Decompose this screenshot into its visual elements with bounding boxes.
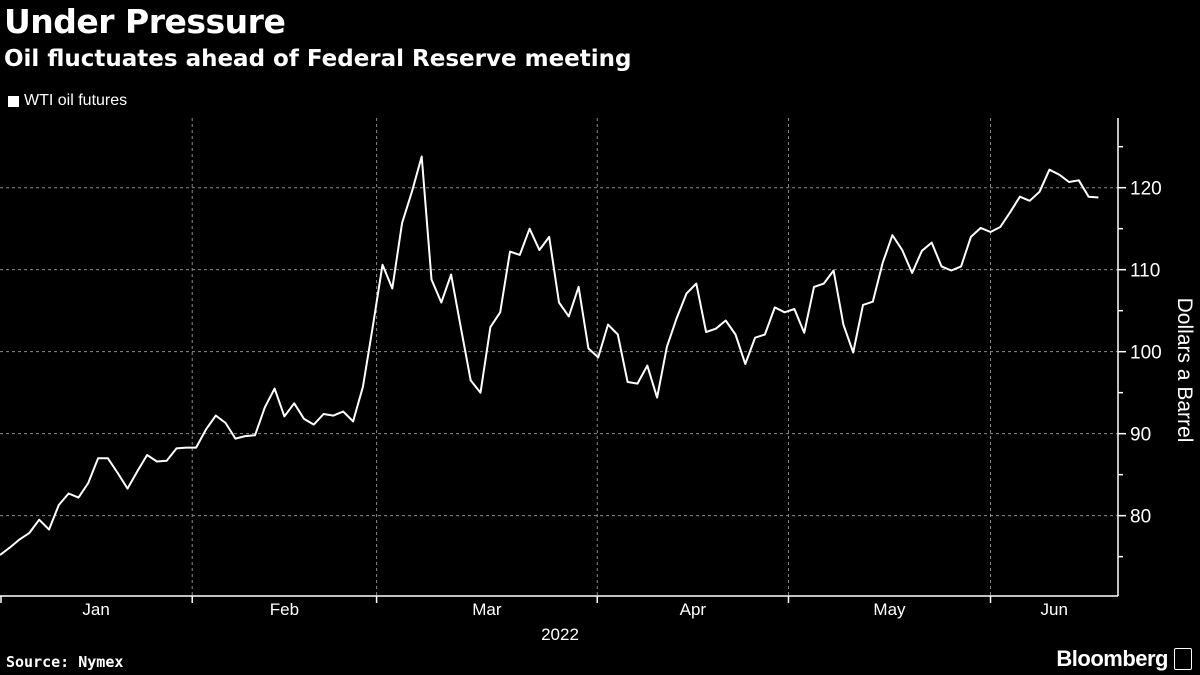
- y-tick-label: 90: [1130, 425, 1151, 446]
- x-tick-label-mar: Mar: [472, 600, 502, 619]
- source-note: Source: Nymex: [6, 653, 124, 671]
- series-line-wti: [0, 155, 1099, 556]
- x-tick-label-feb: Feb: [270, 600, 299, 619]
- y-tick-label: 120: [1130, 179, 1162, 200]
- bloomberg-logo: Bloomberg: [1056, 646, 1192, 672]
- chart-title: Under Pressure: [4, 2, 286, 41]
- x-tick-label-apr: Apr: [680, 600, 707, 619]
- brand-name: Bloomberg: [1056, 646, 1168, 671]
- y-axis-label: Dollars a Barrel: [1173, 298, 1196, 443]
- legend-label: WTI oil futures: [24, 92, 128, 109]
- legend: WTI oil futures: [8, 92, 127, 110]
- x-tick-label-may: May: [873, 600, 906, 619]
- x-axis-year-label: 2022: [541, 625, 579, 644]
- chart-subtitle: Oil fluctuates ahead of Federal Reserve …: [4, 46, 632, 72]
- x-tick-label-jun: Jun: [1041, 600, 1068, 619]
- bloomberg-chart-icon: [1174, 648, 1192, 670]
- x-tick-label-jan: Jan: [82, 600, 109, 619]
- y-tick-label: 110: [1130, 261, 1160, 282]
- legend-swatch: [8, 95, 19, 107]
- y-tick-label: 80: [1130, 507, 1151, 528]
- y-tick-label: 100: [1130, 343, 1162, 364]
